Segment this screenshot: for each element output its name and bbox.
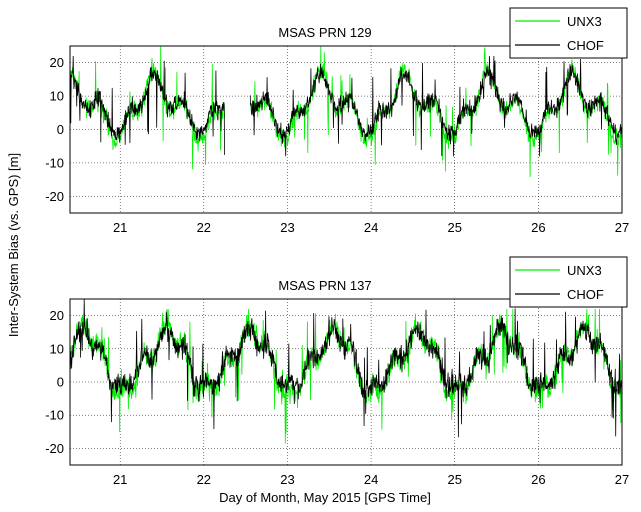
legend: UNX3 CHOF [509, 7, 628, 59]
legend-label-unx3: UNX3 [567, 14, 602, 29]
x-tick-label: 21 [113, 220, 127, 235]
legend: UNX3 CHOF [509, 256, 628, 308]
x-tick-label: 24 [364, 472, 378, 487]
x-tick-label: 25 [447, 472, 461, 487]
x-tick-label: 21 [113, 472, 127, 487]
series-line-unx3 [69, 45, 623, 178]
legend-label-unx3: UNX3 [567, 263, 602, 278]
x-tick-label: 22 [197, 220, 211, 235]
chart-title: MSAS PRN 129 [278, 25, 371, 40]
y-tick-label: -20 [45, 189, 64, 204]
axes-frame [69, 45, 623, 214]
x-tick-label: 22 [197, 472, 211, 487]
x-tick-label: 27 [615, 220, 629, 235]
y-tick-label: -10 [45, 408, 64, 423]
x-tick-label: 25 [447, 220, 461, 235]
y-tick-label: -20 [45, 441, 64, 456]
series-line-chof [69, 298, 623, 438]
x-tick-label: 24 [364, 220, 378, 235]
x-tick-label: 23 [280, 220, 294, 235]
legend-box [509, 7, 628, 59]
x-tick-labels: 21 22 23 24 25 26 27 [113, 220, 629, 235]
y-tick-labels: -20 -10 0 10 20 [45, 308, 64, 456]
legend-label-chof: CHOF [567, 38, 604, 53]
x-tick-label: 26 [531, 472, 545, 487]
series-group [69, 45, 623, 178]
chart-title: MSAS PRN 137 [278, 278, 371, 293]
y-tick-label: 10 [50, 89, 64, 104]
y-tick-label: 10 [50, 341, 64, 356]
x-axis-label: Day of Month, May 2015 [GPS Time] [219, 490, 431, 505]
x-tick-label: 26 [531, 220, 545, 235]
series-line-chof [69, 55, 623, 157]
y-tick-label: 0 [57, 375, 64, 390]
x-tick-label: 27 [615, 472, 629, 487]
series-line-unx3 [69, 308, 623, 444]
y-tick-label: 20 [50, 55, 64, 70]
series-group [69, 298, 623, 444]
legend-label-chof: CHOF [567, 287, 604, 302]
y-tick-labels: -20 -10 0 10 20 [45, 55, 64, 204]
y-axis-label: Inter-System Bias (vs. GPS) [m] [6, 153, 21, 337]
legend-box [509, 256, 628, 308]
y-tick-label: 0 [57, 122, 64, 137]
x-tick-label: 23 [280, 472, 294, 487]
y-tick-label: 20 [50, 308, 64, 323]
x-tick-labels: 21 22 23 24 25 26 27 [113, 472, 629, 487]
axes-frame [69, 298, 623, 466]
y-tick-label: -10 [45, 155, 64, 170]
